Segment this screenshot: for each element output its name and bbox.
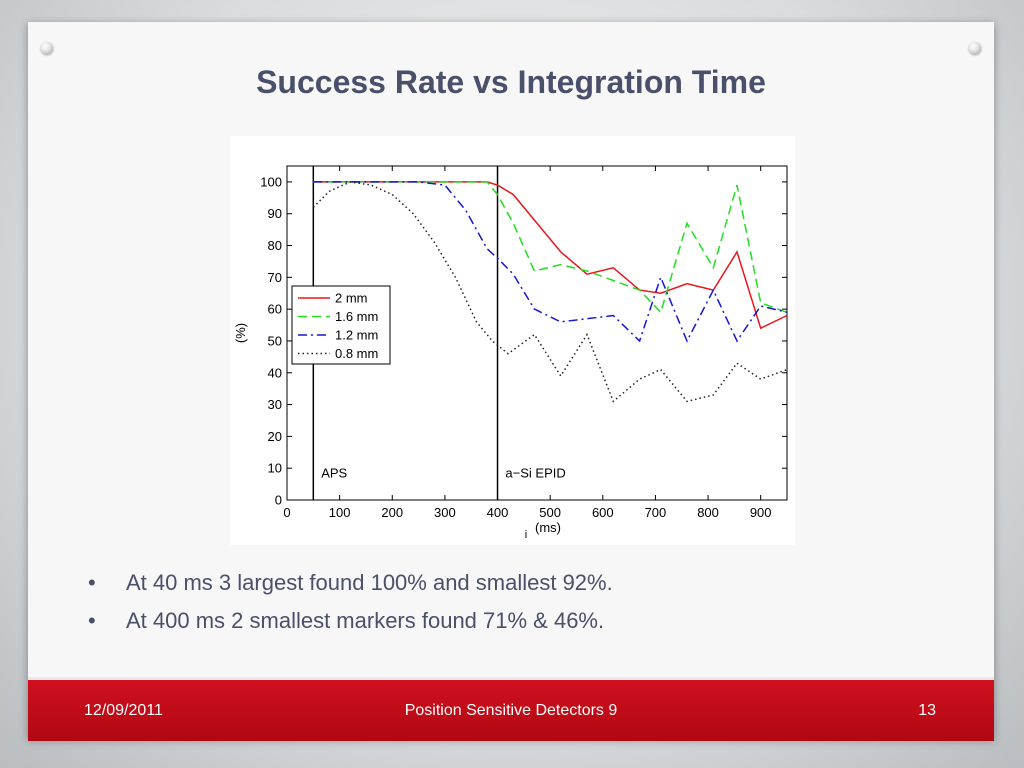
slide-title: Success Rate vs Integration Time xyxy=(256,64,766,100)
y-tick-label: 0 xyxy=(275,493,282,508)
page-number: 13 xyxy=(918,702,936,719)
region-label: a−Si EPID xyxy=(505,466,565,481)
y-axis-label: (%) xyxy=(233,323,248,343)
x-tick-label: 400 xyxy=(487,505,509,520)
footer-bar: 12/09/2011 Position Sensitive Detectors … xyxy=(28,677,994,741)
bullet-text: At 40 ms 3 largest found 100% and smalle… xyxy=(126,570,613,595)
y-tick-label: 60 xyxy=(268,302,282,317)
line-chart: 0 100 200 300 400 500 600 700 800 900 0 10 20 30 40 50 6… xyxy=(233,165,788,541)
bullet-icon: • xyxy=(88,570,96,595)
x-tick-label: 900 xyxy=(750,505,772,520)
x-axis-label-subscript: i xyxy=(525,529,527,541)
legend-label: 1.2 mm xyxy=(335,328,378,343)
x-axis-label: (ms) xyxy=(535,520,561,535)
x-tick-label: 500 xyxy=(539,505,561,520)
pushpin-icon xyxy=(969,42,981,54)
x-tick-label: 200 xyxy=(381,505,403,520)
y-tick-label: 70 xyxy=(268,270,282,285)
bullet-icon: • xyxy=(88,608,96,633)
footer-title: Position Sensitive Detectors 9 xyxy=(404,702,618,719)
y-tick-label: 100 xyxy=(260,174,282,189)
y-tick-label: 20 xyxy=(268,429,282,444)
series-line xyxy=(312,181,788,403)
legend-label: 2 mm xyxy=(335,291,368,306)
bullet-item: • At 400 ms 2 smallest markers found 71%… xyxy=(88,608,613,634)
x-tick-label: 300 xyxy=(434,505,456,520)
y-tick-label: 80 xyxy=(268,238,282,253)
bullet-item: • At 40 ms 3 largest found 100% and smal… xyxy=(88,570,613,596)
x-tick-label: 600 xyxy=(592,505,614,520)
slide: Success Rate vs Integration Time 0 100 200… xyxy=(28,22,994,741)
bullet-text: At 400 ms 2 smallest markers found 71% &… xyxy=(126,608,605,633)
chart-container: 0 100 200 300 400 500 600 700 800 900 0 10 20 30 40 50 6… xyxy=(230,136,795,545)
y-tick-label: 30 xyxy=(268,397,282,412)
series-line xyxy=(313,181,788,343)
x-tick-label: 700 xyxy=(645,505,667,520)
x-tick-label: 0 xyxy=(283,505,290,520)
legend-label: 1.6 mm xyxy=(335,309,378,324)
y-tick-label: 90 xyxy=(268,206,282,221)
pushpin-icon xyxy=(41,42,53,54)
y-tick-label: 50 xyxy=(268,333,282,348)
y-tick-label: 10 xyxy=(268,461,282,476)
plot-frame xyxy=(286,165,788,501)
x-tick-label: 100 xyxy=(329,505,351,520)
bullet-list: • At 40 ms 3 largest found 100% and smal… xyxy=(88,570,613,646)
series-line xyxy=(313,181,788,314)
legend-label: 0.8 mm xyxy=(335,346,378,361)
legend-box xyxy=(291,285,391,365)
footer-date: 12/09/2011 xyxy=(84,702,163,719)
region-label: APS xyxy=(321,466,347,481)
x-tick-label: 800 xyxy=(697,505,719,520)
y-tick-label: 40 xyxy=(268,365,282,380)
